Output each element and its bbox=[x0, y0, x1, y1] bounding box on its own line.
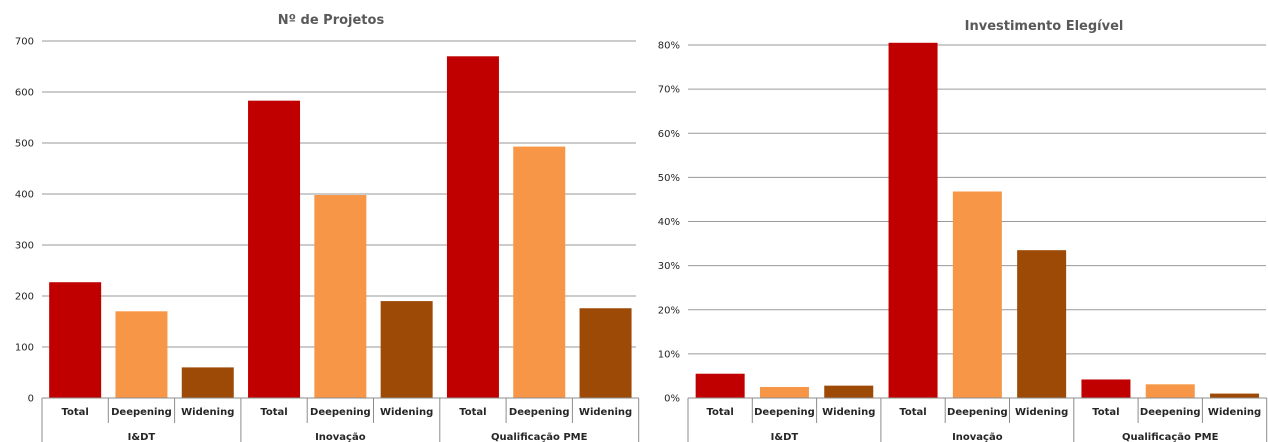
y-tick-label: 700 bbox=[15, 37, 34, 48]
x-tick-label: Deepening bbox=[1140, 407, 1201, 418]
chart-title: Nº de Projetos bbox=[278, 13, 385, 28]
bar-deepening bbox=[115, 311, 168, 398]
y-tick-label: 400 bbox=[15, 190, 34, 201]
bar-deepening bbox=[952, 191, 1002, 398]
bar-total bbox=[1081, 379, 1131, 398]
chart-title: Investimento Elegível bbox=[965, 19, 1124, 34]
y-tick-label: 40% bbox=[658, 217, 680, 228]
y-tick-label: 200 bbox=[15, 292, 34, 303]
bar-widening bbox=[1017, 250, 1067, 398]
x-tick-label: Deepening bbox=[754, 407, 815, 418]
x-group-label: Qualificação PME bbox=[491, 432, 588, 442]
x-group-label: Qualificação PME bbox=[1122, 432, 1219, 442]
bar-total bbox=[248, 100, 301, 399]
x-tick-label: Total bbox=[459, 407, 486, 418]
x-group-label: Inovação bbox=[952, 432, 1003, 442]
chart-numero-projetos: Nº de Projetos 0 100 200 300 400 500 600 700 Tot… bbox=[15, 13, 640, 442]
x-group-label: Inovação bbox=[315, 432, 366, 442]
bar-total bbox=[888, 42, 938, 398]
bar-total bbox=[695, 373, 745, 398]
bar-deepening bbox=[1145, 384, 1195, 398]
y-tick-label: 80% bbox=[658, 41, 680, 52]
y-tick-label: 600 bbox=[15, 88, 34, 99]
bar-widening bbox=[824, 385, 874, 398]
x-group-label: I&DT bbox=[771, 432, 799, 442]
y-tick-label: 300 bbox=[15, 241, 34, 252]
x-tick-label: Widening bbox=[579, 407, 632, 418]
x-tick-label: Total bbox=[260, 407, 287, 418]
x-tick-label: Total bbox=[61, 407, 88, 418]
bar-deepening bbox=[759, 386, 809, 398]
bar-widening bbox=[579, 308, 632, 398]
x-tick-label: Widening bbox=[1015, 407, 1068, 418]
bar-total bbox=[49, 282, 102, 398]
bar-total bbox=[446, 56, 499, 399]
y-tick-label: 50% bbox=[658, 173, 680, 184]
x-tick-label: Widening bbox=[181, 407, 234, 418]
x-tick-label: Deepening bbox=[111, 407, 172, 418]
bar-deepening bbox=[314, 195, 367, 398]
x-tick-label: Deepening bbox=[310, 407, 371, 418]
x-group-label: I&DT bbox=[128, 432, 156, 442]
y-tick-label: 500 bbox=[15, 139, 34, 150]
y-tick-label: 60% bbox=[658, 129, 680, 140]
x-tick-label: Widening bbox=[1208, 407, 1261, 418]
y-tick-label: 0% bbox=[664, 394, 680, 405]
y-tick-label: 20% bbox=[658, 305, 680, 316]
bar-widening bbox=[380, 301, 433, 398]
bar-widening bbox=[181, 367, 234, 398]
x-tick-label: Widening bbox=[822, 407, 875, 418]
y-tick-label: 100 bbox=[15, 343, 34, 354]
y-tick-label: 30% bbox=[658, 261, 680, 272]
chart-investimento-elegivel: Investimento Elegível 0% 10% 20% 30% 40% 50% 6… bbox=[658, 19, 1268, 442]
y-tick-label: 70% bbox=[658, 85, 680, 96]
bar-deepening bbox=[513, 146, 566, 398]
x-tick-label: Total bbox=[1092, 407, 1119, 418]
bar-widening bbox=[1210, 393, 1260, 398]
y-tick-label: 0 bbox=[28, 394, 34, 405]
y-tick-label: 10% bbox=[658, 349, 680, 360]
x-tick-label: Total bbox=[899, 407, 926, 418]
x-tick-label: Deepening bbox=[947, 407, 1008, 418]
x-tick-label: Widening bbox=[380, 407, 433, 418]
x-tick-label: Total bbox=[706, 407, 733, 418]
x-tick-label: Deepening bbox=[509, 407, 570, 418]
